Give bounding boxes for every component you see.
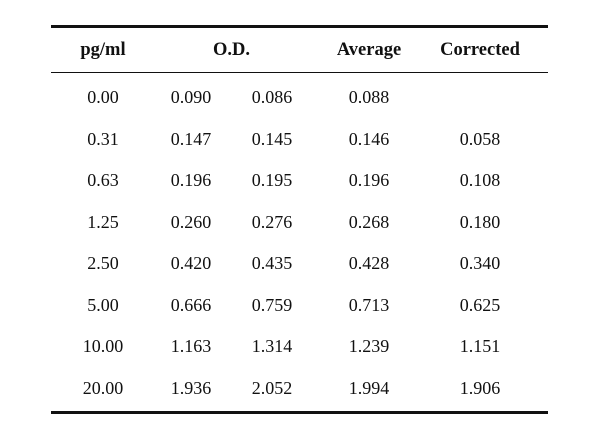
table-header-row: pg/ml O.D. Average Corrected (51, 28, 548, 72)
cell-od-replicate-2: 0.276 (251, 211, 293, 232)
cell-average: 1.994 (348, 377, 390, 398)
header-corrected: Corrected (440, 39, 520, 60)
cell-corrected: 1.151 (459, 336, 501, 357)
table-row: 0.63 0.196 0.195 0.196 0.108 (51, 160, 548, 202)
header-divider-rule (51, 72, 548, 73)
table-row: 2.50 0.420 0.435 0.428 0.340 (51, 243, 548, 285)
table-top-rule (51, 25, 548, 28)
header-average: Average (336, 39, 402, 60)
cell-od-replicate-2: 0.086 (251, 87, 293, 108)
table-row: 20.00 1.936 2.052 1.994 1.906 (51, 368, 548, 410)
standard-curve-table: pg/ml O.D. Average Corrected 0.00 0.090 … (51, 25, 548, 414)
cell-corrected: 1.906 (459, 377, 501, 398)
table-bottom-rule (51, 411, 548, 414)
cell-concentration: 0.63 (87, 170, 119, 191)
cell-average: 1.239 (348, 336, 390, 357)
cell-od-replicate-1: 0.196 (170, 170, 212, 191)
cell-od-replicate-2: 0.145 (251, 128, 293, 149)
cell-od-replicate-1: 0.420 (170, 253, 212, 274)
cell-corrected: 0.625 (459, 294, 501, 315)
cell-od-replicate-1: 1.936 (170, 377, 212, 398)
cell-average: 0.713 (348, 294, 390, 315)
table-row: 10.00 1.163 1.314 1.239 1.151 (51, 326, 548, 368)
cell-od-replicate-2: 0.759 (251, 294, 293, 315)
cell-od-replicate-2: 2.052 (251, 377, 293, 398)
cell-concentration: 2.50 (87, 253, 119, 274)
header-concentration: pg/ml (80, 39, 126, 60)
header-od: O.D. (213, 39, 250, 60)
cell-od-replicate-2: 1.314 (251, 336, 293, 357)
cell-concentration: 5.00 (87, 294, 119, 315)
cell-average: 0.146 (348, 128, 390, 149)
cell-concentration: 20.00 (82, 377, 124, 398)
cell-corrected: 0.180 (459, 211, 501, 232)
cell-average: 0.428 (348, 253, 390, 274)
cell-corrected: 0.340 (459, 253, 501, 274)
table-row: 0.31 0.147 0.145 0.146 0.058 (51, 119, 548, 161)
cell-concentration: 0.31 (87, 128, 119, 149)
cell-od-replicate-1: 0.147 (170, 128, 212, 149)
cell-od-replicate-1: 0.260 (170, 211, 212, 232)
cell-od-replicate-1: 1.163 (170, 336, 212, 357)
cell-corrected: 0.108 (459, 170, 501, 191)
cell-corrected: 0.058 (459, 128, 501, 149)
table-row: 5.00 0.666 0.759 0.713 0.625 (51, 285, 548, 327)
cell-concentration: 10.00 (82, 336, 124, 357)
table-row: 1.25 0.260 0.276 0.268 0.180 (51, 202, 548, 244)
table-body: 0.00 0.090 0.086 0.088 0.31 0.147 0.145 … (51, 77, 548, 409)
cell-concentration: 0.00 (87, 87, 119, 108)
cell-concentration: 1.25 (87, 211, 119, 232)
cell-od-replicate-2: 0.195 (251, 170, 293, 191)
cell-average: 0.196 (348, 170, 390, 191)
cell-average: 0.088 (348, 87, 390, 108)
cell-average: 0.268 (348, 211, 390, 232)
cell-corrected (432, 77, 528, 119)
cell-od-replicate-2: 0.435 (251, 253, 293, 274)
table-row: 0.00 0.090 0.086 0.088 (51, 77, 548, 119)
cell-od-replicate-1: 0.090 (170, 87, 212, 108)
cell-od-replicate-1: 0.666 (170, 294, 212, 315)
